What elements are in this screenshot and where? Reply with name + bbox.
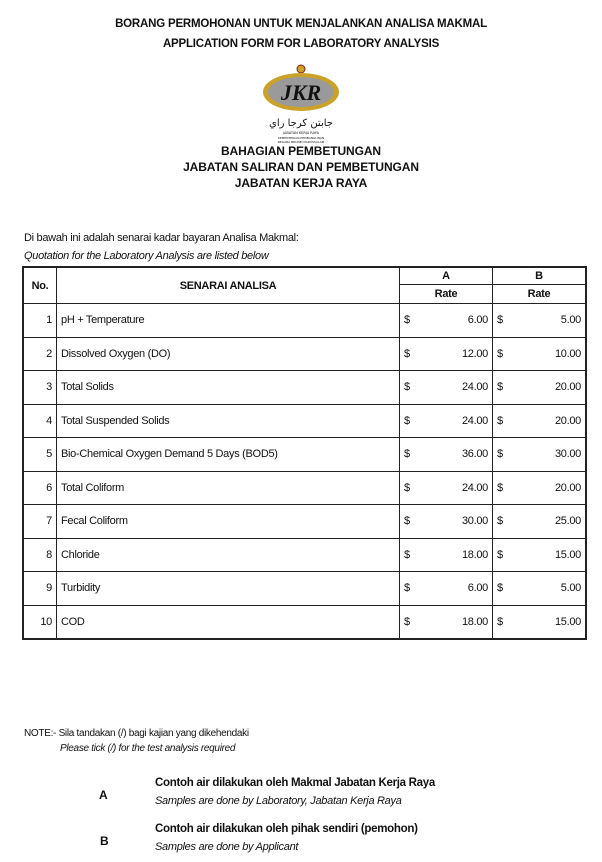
table-row: 7 Fecal Coliform $30.00 $25.00: [22, 504, 587, 539]
row-b-rate: 5.00: [515, 303, 587, 338]
row-no: 6: [22, 470, 57, 505]
row-a-rate: 12.00: [422, 336, 493, 371]
row-b-rate: 15.00: [515, 604, 587, 640]
row-b-currency: $: [492, 437, 515, 472]
row-no: 4: [22, 403, 57, 438]
row-b-currency: $: [492, 537, 515, 572]
col-a-rate: Rate: [399, 284, 493, 304]
row-a-rate: 30.00: [422, 504, 493, 539]
row-a-currency: $: [399, 604, 422, 640]
row-no: 7: [22, 504, 57, 539]
row-a-currency: $: [399, 504, 422, 539]
row-a-currency: $: [399, 336, 422, 371]
row-a-currency: $: [399, 403, 422, 438]
table-row: 5 Bio-Chemical Oxygen Demand 5 Days (BOD5…: [22, 437, 587, 472]
table-row: 10 COD $18.00 $15.00: [22, 604, 587, 640]
row-b-rate: 20.00: [515, 370, 587, 405]
row-b-rate: 20.00: [515, 403, 587, 438]
row-analysis-name: pH + Temperature: [56, 303, 400, 338]
col-no-header: No.: [22, 266, 57, 304]
row-b-currency: $: [492, 336, 515, 371]
row-b-rate: 15.00: [515, 537, 587, 572]
row-a-rate: 18.00: [422, 537, 493, 572]
row-b-currency: $: [492, 370, 515, 405]
svg-text:JKR: JKR: [280, 80, 321, 105]
row-no: 5: [22, 437, 57, 472]
row-a-rate: 6.00: [422, 571, 493, 606]
table-row: 9 Turbidity $6.00 $5.00: [22, 571, 587, 606]
row-analysis-name: Total Solids: [56, 370, 400, 405]
row-b-rate: 5.00: [515, 571, 587, 606]
row-a-rate: 24.00: [422, 470, 493, 505]
option-b-letter: B: [100, 834, 109, 848]
note-ms: NOTE:- Sila tandakan (/) bagi kajian yan…: [24, 728, 249, 739]
row-b-rate: 25.00: [515, 504, 587, 539]
row-analysis-name: COD: [56, 604, 400, 640]
row-analysis-name: Chloride: [56, 537, 400, 572]
row-no: 2: [22, 336, 57, 371]
row-a-currency: $: [399, 370, 422, 405]
option-b-ms: Contoh air dilakukan oleh pihak sendiri …: [155, 823, 418, 835]
row-analysis-name: Turbidity: [56, 571, 400, 606]
row-analysis-name: Bio-Chemical Oxygen Demand 5 Days (BOD5): [56, 437, 400, 472]
rates-table: No. SENARAI ANALISA A B Rate Rate 1 pH + …: [22, 266, 587, 640]
row-analysis-name: Total Suspended Solids: [56, 403, 400, 438]
table-row: 1 pH + Temperature $6.00 $5.00: [22, 303, 587, 338]
form-title-en: APPLICATION FORM FOR LABORATORY ANALYSIS: [162, 38, 440, 50]
intro-ms: Di bawah ini adalah senarai kadar bayara…: [24, 232, 299, 244]
row-a-currency: $: [399, 537, 422, 572]
row-no: 9: [22, 571, 57, 606]
svg-text:JABATAN KERJA RAYA: JABATAN KERJA RAYA: [282, 131, 320, 135]
row-a-currency: $: [399, 303, 422, 338]
table-row: 3 Total Solids $24.00 $20.00: [22, 370, 587, 405]
row-analysis-name: Fecal Coliform: [56, 504, 400, 539]
row-no: 1: [22, 303, 57, 338]
row-b-rate: 10.00: [515, 336, 587, 371]
table-row: 2 Dissolved Oxygen (DO) $12.00 $10.00: [22, 336, 587, 371]
svg-text:NEGARA BRUNEI DARUSSALAM: NEGARA BRUNEI DARUSSALAM: [278, 140, 325, 144]
department-name: JABATAN SALIRAN DAN PEMBETUNGAN: [183, 160, 419, 174]
option-a-en: Samples are done by Laboratory, Jabatan …: [155, 795, 402, 807]
intro-en: Quotation for the Laboratory Analysis ar…: [24, 250, 269, 262]
row-a-rate: 18.00: [422, 604, 493, 640]
table-row: 6 Total Coliform $24.00 $20.00: [22, 470, 587, 505]
svg-text:جابتن كرجا راي: جابتن كرجا راي: [269, 118, 333, 129]
option-b-en: Samples are done by Applicant: [155, 841, 299, 853]
row-b-currency: $: [492, 571, 515, 606]
row-b-currency: $: [492, 303, 515, 338]
option-a-ms: Contoh air dilakukan oleh Makmal Jabatan…: [155, 777, 435, 789]
row-b-currency: $: [492, 470, 515, 505]
row-b-rate: 20.00: [515, 470, 587, 505]
row-b-currency: $: [492, 604, 515, 640]
note-en: Please tick (/) for the test analysis re…: [60, 743, 236, 754]
jkr-logo: JKR جابتن كرجا راي JABATAN KERJA RAYA KE…: [255, 62, 347, 146]
form-title-ms: BORANG PERMOHONAN UNTUK MENJALANKAN ANAL…: [115, 18, 487, 30]
col-b-rate: Rate: [492, 284, 587, 304]
row-b-rate: 30.00: [515, 437, 587, 472]
row-a-rate: 6.00: [422, 303, 493, 338]
row-no: 10: [22, 604, 57, 640]
row-a-rate: 24.00: [422, 403, 493, 438]
table-row: 8 Chloride $18.00 $15.00: [22, 537, 587, 572]
option-a-letter: A: [99, 788, 108, 802]
row-analysis-name: Dissolved Oxygen (DO): [56, 336, 400, 371]
row-a-currency: $: [399, 470, 422, 505]
svg-text:KEMENTERIAN PEMBANGUNAN: KEMENTERIAN PEMBANGUNAN: [278, 136, 324, 140]
row-b-currency: $: [492, 504, 515, 539]
ministry-name: JABATAN KERJA RAYA: [234, 176, 368, 190]
row-a-rate: 36.00: [422, 437, 493, 472]
row-a-currency: $: [399, 571, 422, 606]
row-no: 8: [22, 537, 57, 572]
table-row: 4 Total Suspended Solids $24.00 $20.00: [22, 403, 587, 438]
division-name: BAHAGIAN PEMBETUNGAN: [220, 144, 381, 158]
row-no: 3: [22, 370, 57, 405]
col-b-header: B: [492, 266, 587, 285]
col-name-header: SENARAI ANALISA: [56, 266, 400, 304]
row-analysis-name: Total Coliform: [56, 470, 400, 505]
col-a-header: A: [399, 266, 493, 285]
row-a-currency: $: [399, 437, 422, 472]
row-b-currency: $: [492, 403, 515, 438]
row-a-rate: 24.00: [422, 370, 493, 405]
